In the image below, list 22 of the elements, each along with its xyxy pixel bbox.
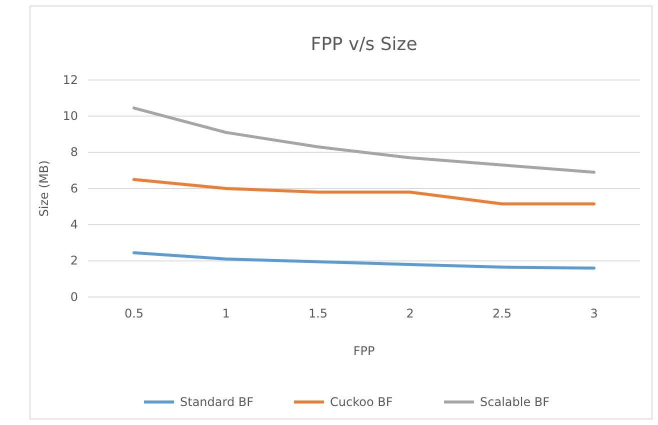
legend-label: Scalable BF: [480, 395, 550, 409]
y-axis-title: Size (MB): [37, 160, 51, 217]
x-axis-title: FPP: [353, 344, 375, 358]
y-tick-label: 8: [70, 145, 78, 160]
y-tick-label: 10: [62, 109, 78, 124]
line-series: [132, 178, 596, 206]
x-tick-label: 0.5: [124, 306, 144, 321]
x-tick-label: 2.5: [492, 306, 512, 321]
y-tick-label: 0: [70, 290, 78, 304]
y-tick-label: 6: [70, 181, 78, 196]
legend-label: Cuckoo BF: [330, 395, 393, 409]
legend-label: Standard BF: [180, 395, 254, 409]
line-series: [132, 251, 596, 270]
y-tick-label: 2: [70, 254, 78, 268]
x-tick-label: 3: [590, 306, 598, 321]
line-series: [132, 106, 596, 174]
y-tick-label: 4: [70, 218, 78, 232]
x-tick-label: 2: [406, 306, 414, 321]
chart-title: FPP v/s Size: [310, 34, 418, 55]
x-tick-label: 1.5: [308, 306, 328, 321]
y-tick-label: 12: [62, 72, 78, 87]
x-tick-label: 1: [222, 306, 230, 321]
